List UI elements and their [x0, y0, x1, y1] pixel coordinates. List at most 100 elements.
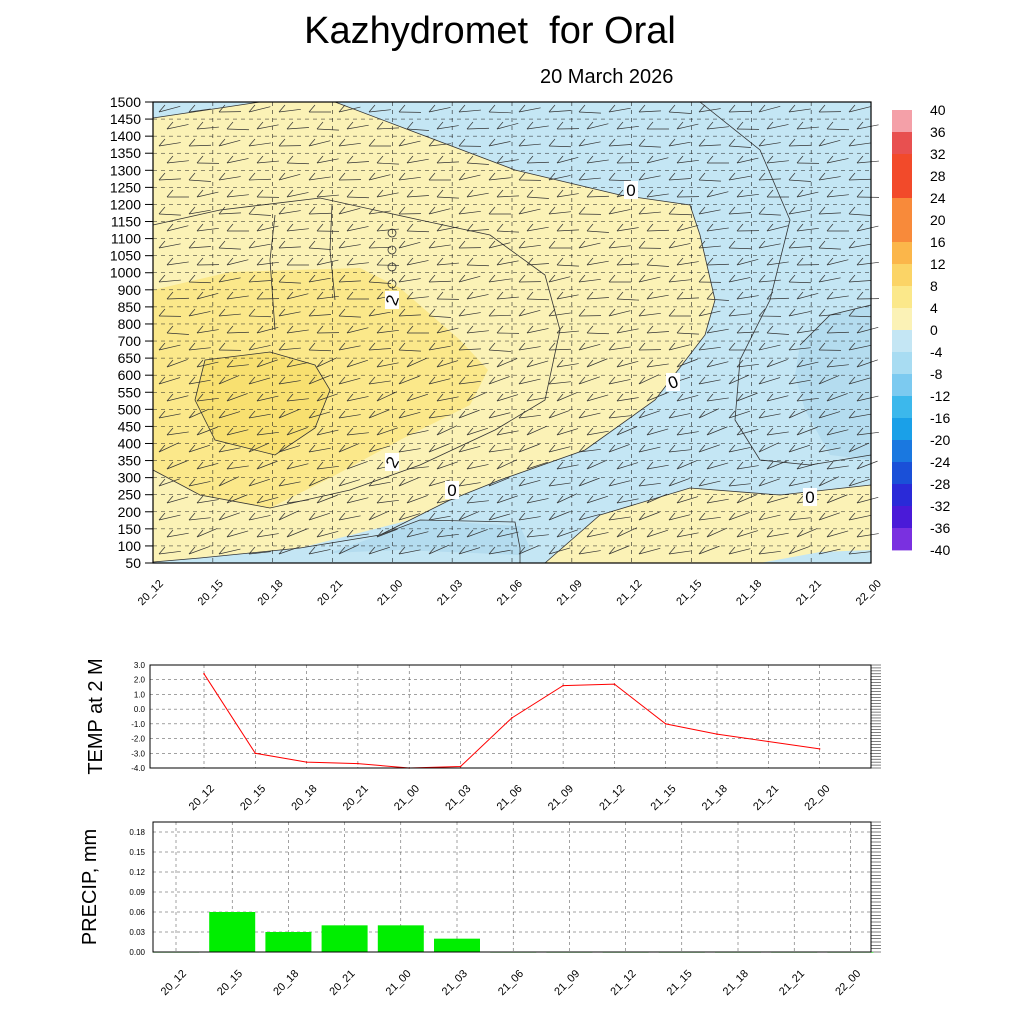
colorbar-segment — [892, 418, 912, 430]
temp-point — [818, 748, 821, 750]
wind-barb — [376, 162, 399, 165]
wind-barb-flag — [766, 325, 774, 334]
wind-barb — [196, 499, 219, 504]
wind-barb-flag — [736, 495, 744, 504]
y-tick-label: 1300 — [110, 162, 141, 178]
wind-barb-flag — [848, 104, 856, 113]
wind-barb — [826, 128, 849, 131]
wind-barb-flag — [406, 155, 414, 164]
wind-barb — [736, 465, 759, 470]
wind-barb-flag — [376, 291, 384, 300]
wind-barb — [196, 292, 219, 300]
wind-barb — [758, 243, 781, 249]
wind-barb — [646, 392, 668, 402]
wind-barb — [578, 278, 601, 283]
wind-barb-flag — [278, 206, 286, 215]
wind-barb — [578, 177, 601, 181]
wind-barb-flag — [676, 393, 684, 402]
wind-barb-flag — [736, 223, 744, 232]
wind-barb — [368, 546, 391, 555]
x-tick-label: 20_12 — [136, 578, 166, 608]
wind-barb-flag — [338, 512, 346, 521]
wind-barb — [736, 295, 759, 300]
wind-barb — [526, 461, 549, 470]
wind-barb — [578, 412, 601, 419]
wind-barb-flag — [796, 461, 804, 470]
wind-barb-flag — [316, 427, 324, 436]
wind-barb-flag — [338, 546, 346, 555]
wind-barb-flag — [316, 529, 324, 538]
y-tick-label: 0.00 — [129, 948, 145, 957]
wind-barb — [788, 347, 811, 351]
wind-barb — [698, 310, 721, 317]
wind-barb-flag — [848, 410, 856, 419]
x-tick-label: 20_18 — [255, 578, 285, 608]
wind-barb-flag — [376, 427, 384, 436]
temp-point — [305, 761, 308, 763]
wind-barb-flag — [286, 257, 294, 266]
y-tick-label: 150 — [118, 521, 142, 537]
wind-barb — [578, 111, 601, 114]
wind-barb — [848, 243, 871, 249]
wind-barb — [736, 363, 759, 368]
wind-barb — [248, 377, 271, 385]
wind-barb-flag — [668, 172, 676, 181]
wind-barb — [248, 106, 271, 113]
wind-barb — [526, 534, 549, 538]
wind-barb — [188, 408, 210, 419]
wind-barb — [218, 277, 241, 283]
wind-barb — [196, 227, 219, 232]
wind-barb-flag — [286, 427, 294, 436]
wind-barb — [256, 326, 279, 334]
wind-barb-flag — [818, 240, 826, 249]
wind-barb-flag — [706, 325, 714, 334]
wind-barb-flag — [308, 342, 316, 351]
wind-barb-flag — [286, 189, 294, 198]
wind-barb — [308, 349, 331, 352]
wind-barb — [638, 276, 661, 283]
wind-barb — [308, 512, 331, 521]
wind-barb-flag — [398, 274, 406, 283]
wind-barbs — [158, 104, 880, 555]
section-frame — [152, 101, 872, 564]
wind-barb-flag — [278, 274, 286, 283]
wind-barb — [248, 142, 271, 147]
y-tick-label: -1.0 — [131, 720, 145, 729]
wind-barb-flag — [548, 478, 556, 487]
wind-barb — [608, 144, 631, 147]
wind-barb-flag — [428, 444, 436, 453]
wind-barb-flag — [856, 427, 864, 436]
wind-barb-flag — [368, 274, 376, 283]
wind-barb — [788, 517, 811, 521]
colorbar-segment — [892, 231, 912, 243]
wind-barb — [788, 144, 811, 147]
y-tick-label: 1200 — [110, 196, 141, 212]
wind-barb — [788, 481, 811, 487]
wind-barb — [308, 375, 330, 385]
wind-barb-flag — [758, 444, 766, 453]
wind-barb-flag — [406, 359, 414, 368]
wind-barb-flag — [526, 461, 534, 470]
colorbar-label: -20 — [930, 432, 950, 448]
wind-barb — [496, 394, 519, 402]
wind-barb-flag — [368, 410, 376, 419]
wind-barb-flag — [616, 427, 624, 436]
wind-barb-flag — [736, 121, 744, 130]
wind-barb — [166, 532, 189, 538]
wind-barb — [368, 311, 391, 317]
wind-barb-flag — [848, 206, 856, 215]
wind-barb — [646, 363, 669, 368]
wind-barb — [518, 143, 541, 147]
wind-barb-flag — [856, 291, 864, 300]
wind-barb — [788, 246, 811, 249]
wind-barb-flag — [586, 393, 594, 402]
wind-barb-flag — [766, 291, 774, 300]
wind-barb-flag — [406, 427, 414, 436]
wind-barb — [316, 357, 338, 368]
wind-barb — [226, 364, 249, 368]
wind-barb — [518, 479, 541, 487]
wind-barb-flag — [466, 121, 474, 130]
wind-barb-flag — [226, 189, 234, 198]
wind-barb — [856, 431, 879, 436]
wind-barb-flag — [248, 342, 256, 351]
